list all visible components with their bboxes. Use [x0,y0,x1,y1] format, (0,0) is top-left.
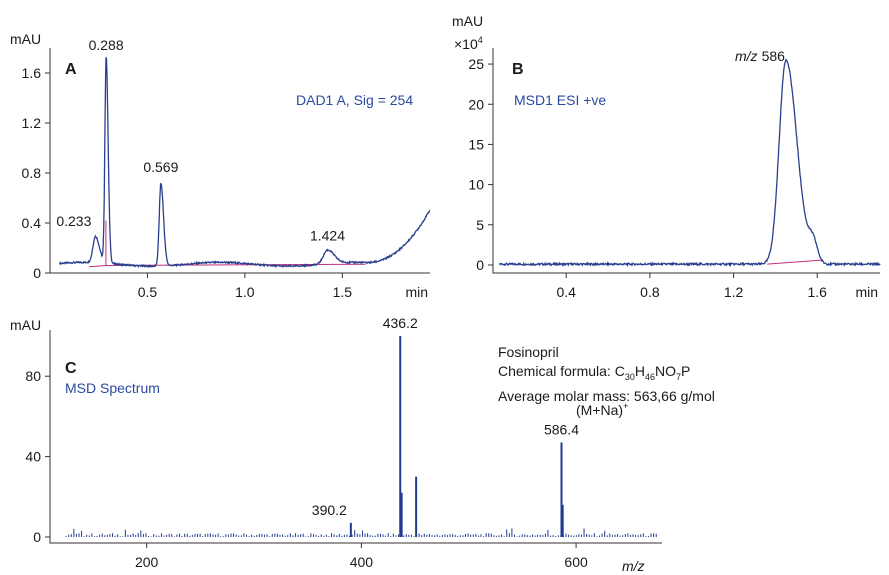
panel-c-peak-label: 390.2 [312,502,347,518]
panel-a-peak-label: 1.424 [310,228,345,244]
panel-b-axes [492,48,880,274]
formula-subscript: 7 [675,371,681,382]
panel-a-y-tick-label: 0.8 [22,165,42,181]
formula-element: H [634,363,645,379]
formula-element: P [681,363,691,379]
panel-a-series-label: DAD1 A, Sig = 254 [296,92,413,108]
panel-a: mAU A DAD1 A, Sig = 254 0 0.4 0.8 1.2 1.6 0.5… [10,31,431,300]
panel-b: mAU ×104 B MSD1 ESI +ve 0 5 10 15 20 25 0.4 0.8… [452,13,881,300]
panel-a-peak-label: 0.288 [89,37,124,53]
panel-b-x-tick-label: 1.6 [808,284,828,300]
panel-c-letter: C [65,360,77,377]
compound-molar-mass: Average molar mass: 563,66 g/mol [498,387,715,404]
panel-a-peak-labels: 0.233 0.288 0.569 1.424 [56,37,345,244]
panel-c-x-unit: m/z [622,558,645,574]
formula-prefix: Chemical formula: [498,363,615,379]
panel-a-y-tick-label: 0 [33,265,41,281]
panel-a-x-tick-label: 0.5 [138,284,158,300]
panel-c-peak-label: 586.4 [544,422,579,438]
panel-a-trace [59,57,431,269]
panel-b-peak-label-value: 586 [762,48,786,64]
compound-name: Fosinopril [498,344,559,360]
panel-c-peak-labels: 390.2 436.2 586.4 [312,315,579,518]
formula-subscript: 46 [644,371,655,382]
panel-b-y-tick-label: 0 [476,257,484,273]
panel-b-ticks: 0 5 10 15 20 25 0.4 0.8 1.2 1.6 min [468,56,878,300]
panel-b-y-tick-label: 10 [468,177,484,193]
panel-a-peak-label: 0.233 [56,213,91,229]
panel-b-y-tick-label: 15 [468,136,484,152]
panel-a-x-tick-label: 1.5 [333,284,353,300]
panel-c-peak-label: 436.2 [383,315,418,331]
formula-parts: C30H46NO7P [614,363,691,382]
panel-b-letter: B [512,61,524,78]
panel-b-multiplier-base: ×10 [454,36,478,52]
panel-c-y-tick-label: 80 [25,368,41,384]
formula-element: C [614,363,625,379]
panel-c-x-tick-label: 200 [135,554,159,570]
panel-b-series-label: MSD1 ESI +ve [514,92,606,108]
panel-b-trace [498,58,881,268]
panel-b-y-multiplier: ×104 [454,35,483,52]
panel-a-y-unit: mAU [10,31,41,47]
panel-b-y-tick-label: 20 [468,96,484,112]
panel-a-y-tick-label: 0.4 [22,215,42,231]
panel-b-x-tick-label: 0.8 [640,284,660,300]
panel-c-axes [49,330,662,544]
panel-c-adduct-superscript: + [623,401,628,411]
panel-c-x-tick-label: 400 [350,554,374,570]
compound-info: Fosinopril Chemical formula: C30H46NO7P … [498,343,715,406]
panel-b-x-unit-label: min [855,284,878,300]
panel-a-ticks: 0 0.4 0.8 1.2 1.6 0.5 1.0 1.5 min [22,65,428,300]
panel-a-peak-label: 0.569 [143,159,178,175]
panel-b-baseline [767,259,822,265]
panel-a-letter: A [65,61,77,78]
panel-c-peaks [349,336,564,537]
panel-c-y-tick-label: 40 [25,449,41,465]
panel-c-noise [65,528,657,537]
panel-c-adduct-text: (M+Na) [576,402,623,418]
formula-subscript: 30 [624,371,635,382]
panel-c: mAU C MSD Spectrum 0 40 80 200 400 600 390.2 4… [10,315,662,574]
panel-a-y-tick-label: 1.2 [22,115,42,131]
panel-c-x-tick-label: 600 [564,554,588,570]
panel-a-x-unit-label: min [405,284,428,300]
formula-element: NO [654,363,676,379]
panel-b-x-tick-label: 1.2 [724,284,744,300]
panel-a-x-tick-label: 1.0 [235,284,255,300]
panel-b-x-tick-label: 0.4 [556,284,576,300]
panel-c-y-tick-label: 0 [33,529,41,545]
panel-b-y-tick-label: 5 [476,217,484,233]
panel-b-y-unit: mAU [452,13,483,29]
panel-b-multiplier-exponent: 4 [478,35,483,45]
panel-c-adduct-label: (M+Na)+ [576,401,628,418]
panel-c-ticks: 0 40 80 200 400 600 [25,368,588,570]
panel-b-peak-label-prefix: m/z [735,48,758,64]
panel-b-peak-label: m/z 586 [735,48,785,64]
compound-formula: Chemical formula: C30H46NO7P [498,362,715,387]
panel-c-series-label: MSD Spectrum [65,380,160,396]
panel-b-y-tick-label: 25 [468,56,484,72]
panel-a-y-tick-label: 1.6 [22,65,42,81]
panel-c-y-unit: mAU [10,317,41,333]
